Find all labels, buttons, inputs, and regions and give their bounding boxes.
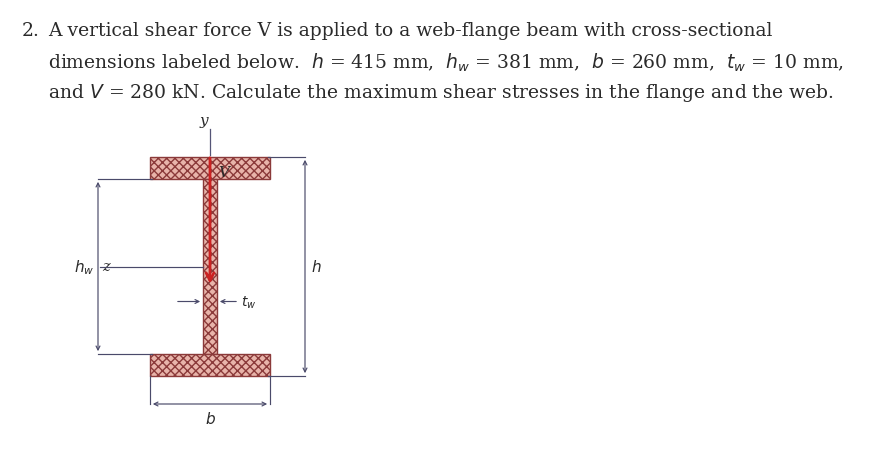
Text: and $V$ = 280 kN. Calculate the maximum shear stresses in the flange and the web: and $V$ = 280 kN. Calculate the maximum … xyxy=(48,82,834,104)
Text: A vertical shear force V is applied to a web-flange beam with cross-sectional: A vertical shear force V is applied to a… xyxy=(48,22,772,40)
Bar xyxy=(203,179,217,354)
Text: y: y xyxy=(200,114,209,128)
Bar xyxy=(150,354,270,376)
Text: V: V xyxy=(218,166,229,179)
Bar xyxy=(150,158,270,179)
Text: z—: z— xyxy=(102,260,124,274)
Text: 2.: 2. xyxy=(22,22,40,40)
Text: $b$: $b$ xyxy=(204,410,216,426)
Text: $h$: $h$ xyxy=(311,259,322,275)
Text: dimensions labeled below.  $h$ = 415 mm,  $h_w$ = 381 mm,  $b$ = 260 mm,  $t_w$ : dimensions labeled below. $h$ = 415 mm, … xyxy=(48,52,844,74)
Text: $t_w$: $t_w$ xyxy=(241,294,256,310)
Text: $h_w$: $h_w$ xyxy=(74,258,94,276)
